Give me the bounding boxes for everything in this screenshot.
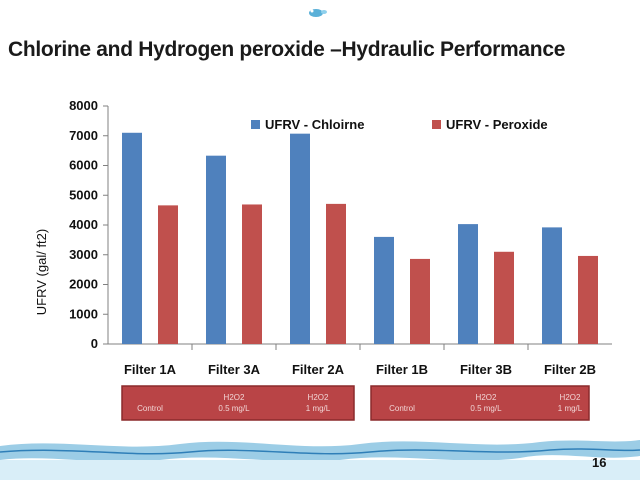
x-tick-label: Filter 3B <box>460 362 512 377</box>
bar-peroxide <box>410 258 430 344</box>
bar-peroxide <box>158 205 178 344</box>
x-tick-label: Filter 1A <box>124 362 177 377</box>
bar-chlorine <box>206 155 226 344</box>
treatment-box <box>121 385 355 421</box>
water-wave-icon <box>0 440 640 480</box>
x-tick-label: Filter 1B <box>376 362 428 377</box>
y-tick-label: 7000 <box>69 128 98 143</box>
treatment-label: H2O2 <box>476 393 497 402</box>
treatment-label: Control <box>137 404 163 413</box>
bar-peroxide <box>494 251 514 344</box>
treatment-label: H2O2 <box>308 393 329 402</box>
x-tick-label: Filter 3A <box>208 362 261 377</box>
treatment-label: 1 mg/L <box>558 404 583 413</box>
legend-label: UFRV - Chloirne <box>265 117 364 132</box>
bar-peroxide <box>578 255 598 344</box>
legend-swatch <box>251 120 260 129</box>
chart-legend: UFRV - Chloirne UFRV - Peroxide <box>251 117 548 132</box>
legend-swatch <box>432 120 441 129</box>
bar-peroxide <box>326 203 346 344</box>
treatment-label: 1 mg/L <box>306 404 331 413</box>
bar-chlorine <box>458 224 478 344</box>
page-title: Chlorine and Hydrogen peroxide –Hydrauli… <box>8 38 566 61</box>
treatment-label: H2O2 <box>224 393 245 402</box>
x-tick-label: Filter 2A <box>292 362 345 377</box>
treatment-label: H2O2 <box>560 393 581 402</box>
y-tick-label: 8000 <box>69 98 98 113</box>
y-tick-label: 3000 <box>69 247 98 262</box>
bar-peroxide <box>242 204 262 344</box>
y-tick-label: 1000 <box>69 306 98 321</box>
treatment-box <box>370 385 590 421</box>
y-tick-label: 5000 <box>69 187 98 202</box>
page-number: 16 <box>592 455 607 470</box>
treatment-label: 0.5 mg/L <box>470 404 502 413</box>
y-tick-label: 4000 <box>69 217 98 232</box>
y-tick-label: 0 <box>91 336 98 351</box>
y-axis-label: UFRV (gal/ ft2) <box>34 229 49 315</box>
treatment-label: 0.5 mg/L <box>218 404 250 413</box>
bar-chlorine <box>290 133 310 344</box>
water-drop-logo-icon <box>304 6 334 25</box>
y-tick-label: 2000 <box>69 277 98 292</box>
x-tick-label: Filter 2B <box>544 362 596 377</box>
chart-bars <box>122 132 598 344</box>
bar-chlorine <box>374 236 394 344</box>
bar-chlorine <box>542 227 562 344</box>
legend-label: UFRV - Peroxide <box>446 117 548 132</box>
treatment-label: Control <box>389 404 415 413</box>
bar-chlorine <box>122 132 142 344</box>
chart-axes: 0 1000 2000 3000 4000 5000 6000 7000 8000 Filter … <box>69 98 612 377</box>
treatment-boxes: Control H2O2 0.5 mg/L H2O2 1 mg/L Control H2O2… <box>121 385 590 421</box>
y-tick-label: 6000 <box>69 158 98 173</box>
